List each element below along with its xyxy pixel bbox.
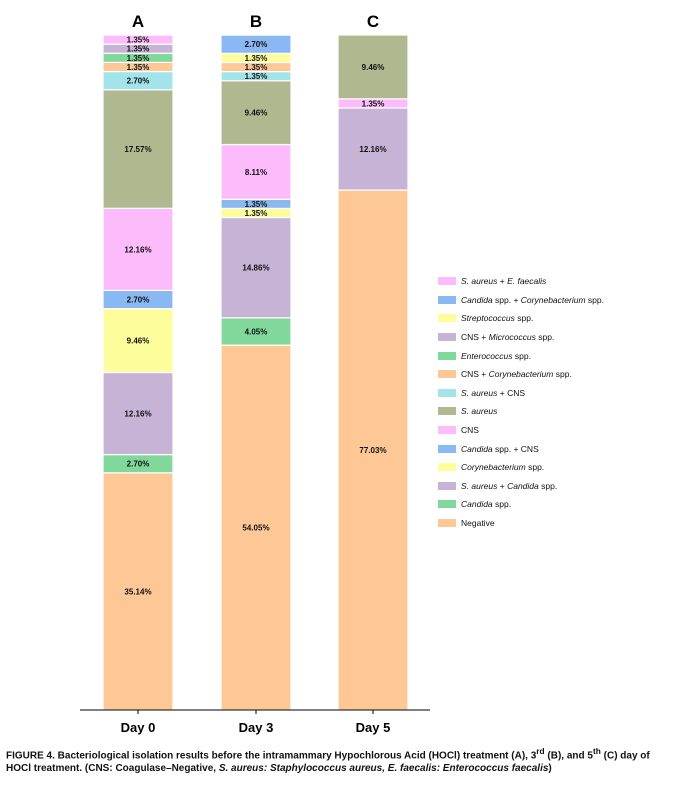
legend-label: Candida spp. + CNS — [461, 443, 539, 454]
bar-segment — [102, 472, 174, 711]
caption-text: (C) day of HOCl treatment. (CNS: Coagula… — [6, 750, 650, 775]
legend-item: S. aureus — [438, 402, 604, 421]
legend-item: Candida spp. — [438, 495, 604, 514]
legend-item: CNS + Micrococcus spp. — [438, 328, 604, 347]
data-label: 54.05% — [242, 524, 269, 533]
data-label: 9.46% — [362, 63, 385, 72]
stacked-bar-chart: 35.14% 2.70% 12.16% 9.46% 2.70% 12.16% 17.57% 2… — [80, 12, 430, 735]
data-label: 14.86% — [242, 264, 269, 273]
data-label: 12.16% — [124, 410, 151, 419]
data-label: 1.35% — [245, 200, 268, 209]
legend-swatch — [438, 481, 456, 490]
data-label: 1.35% — [127, 36, 150, 45]
figure-caption: FIGURE 4. Bacteriological isolation resu… — [6, 745, 676, 775]
data-label: 35.14% — [124, 587, 151, 596]
caption-sup: rd — [536, 746, 545, 756]
legend-swatch — [438, 500, 456, 509]
legend-label: S. aureus — [461, 406, 498, 417]
data-label: 12.16% — [359, 145, 386, 154]
legend-label: Candida spp. — [461, 499, 512, 510]
caption-text: (B), and 5 — [544, 750, 593, 762]
data-label: 1.35% — [245, 54, 268, 63]
legend-item: CNS — [438, 421, 604, 440]
panel-label: B — [250, 12, 262, 31]
legend-swatch — [438, 370, 456, 379]
data-label: 2.70% — [127, 460, 150, 469]
legend-swatch — [438, 388, 456, 397]
legend-swatch — [438, 351, 456, 360]
caption-italic: S. aureus: Staphylococcus aureus, E. fae… — [218, 763, 549, 775]
bar-segment — [220, 216, 292, 319]
legend-label: Streptococcus spp. — [461, 313, 534, 324]
bar-segment — [220, 344, 292, 711]
legend-label: S. aureus + CNS — [461, 387, 526, 398]
data-label: 9.46% — [127, 337, 150, 346]
legend-item: S. aureus + E. faecalis — [438, 272, 604, 291]
legend-label: CNS — [461, 425, 479, 436]
data-label: 1.35% — [245, 72, 268, 81]
legend-item: Corynebacterium spp. — [438, 458, 604, 477]
legend-swatch — [438, 463, 456, 472]
legend-label: CNS + Micrococcus spp. — [461, 332, 555, 343]
legend-item: Candida spp. + CNS — [438, 439, 604, 458]
caption-sup: th — [592, 746, 601, 756]
bar-segment — [102, 371, 174, 456]
legend-swatch — [438, 444, 456, 453]
legend-label: Corynebacterium spp. — [461, 462, 545, 473]
legend: S. aureus + E. faecalis Candida spp. + Co… — [438, 272, 604, 532]
legend-swatch — [438, 407, 456, 416]
legend-item: Streptococcus spp. — [438, 309, 604, 328]
data-label: 9.46% — [245, 109, 268, 118]
legend-item: S. aureus + CNS — [438, 384, 604, 403]
bar-segment — [102, 34, 174, 45]
data-label: 1.35% — [245, 209, 268, 218]
legend-item: S. aureus + Candida spp. — [438, 477, 604, 496]
data-label: 2.70% — [127, 77, 150, 86]
bar-segment — [102, 89, 174, 209]
legend-label: Negative — [461, 518, 495, 529]
panel-label: A — [132, 12, 144, 31]
data-label: 1.35% — [127, 54, 150, 63]
legend-swatch — [438, 295, 456, 304]
bar-segment — [220, 80, 292, 146]
data-label: 2.70% — [127, 296, 150, 305]
legend-swatch — [438, 519, 456, 528]
legend-swatch — [438, 426, 456, 435]
legend-label: Enterococcus spp. — [461, 350, 531, 361]
legend-item: Candida spp. + Corynebacterium spp. — [438, 291, 604, 310]
legend-label: CNS + Corynebacterium spp. — [461, 369, 572, 380]
data-label: 77.03% — [359, 446, 386, 455]
legend-swatch — [438, 333, 456, 342]
bar-segment — [337, 107, 409, 191]
data-label: 2.70% — [245, 40, 268, 49]
legend-label: S. aureus + E. faecalis — [461, 276, 547, 287]
data-label: 8.11% — [245, 168, 267, 177]
data-label: 17.57% — [124, 145, 151, 154]
bar-segment — [220, 34, 292, 54]
data-label: 1.35% — [127, 45, 150, 54]
legend-item: Enterococcus spp. — [438, 346, 604, 365]
data-label: 4.05% — [245, 327, 268, 336]
bar-segment — [220, 317, 292, 346]
legend-swatch — [438, 277, 456, 286]
legend-item: Negative — [438, 514, 604, 533]
x-tick-label: Day 5 — [356, 720, 391, 735]
data-label: 12.16% — [124, 245, 151, 254]
caption-text: FIGURE 4. Bacteriological isolation resu… — [6, 750, 537, 762]
panel-label: C — [367, 12, 379, 31]
data-label: 1.35% — [245, 63, 268, 72]
bar-segment — [337, 189, 409, 711]
bar-segment — [220, 143, 292, 200]
data-label: 1.35% — [362, 99, 385, 108]
data-label: 1.35% — [127, 63, 150, 72]
legend-label: Candida spp. + Corynebacterium spp. — [461, 294, 604, 305]
legend-item: CNS + Corynebacterium spp. — [438, 365, 604, 384]
legend-label: S. aureus + Candida spp. — [461, 480, 558, 491]
x-tick-label: Day 0 — [121, 720, 156, 735]
legend-swatch — [438, 314, 456, 323]
bar-segment — [337, 34, 409, 100]
caption-text: ) — [548, 763, 552, 775]
x-tick-label: Day 3 — [239, 720, 274, 735]
